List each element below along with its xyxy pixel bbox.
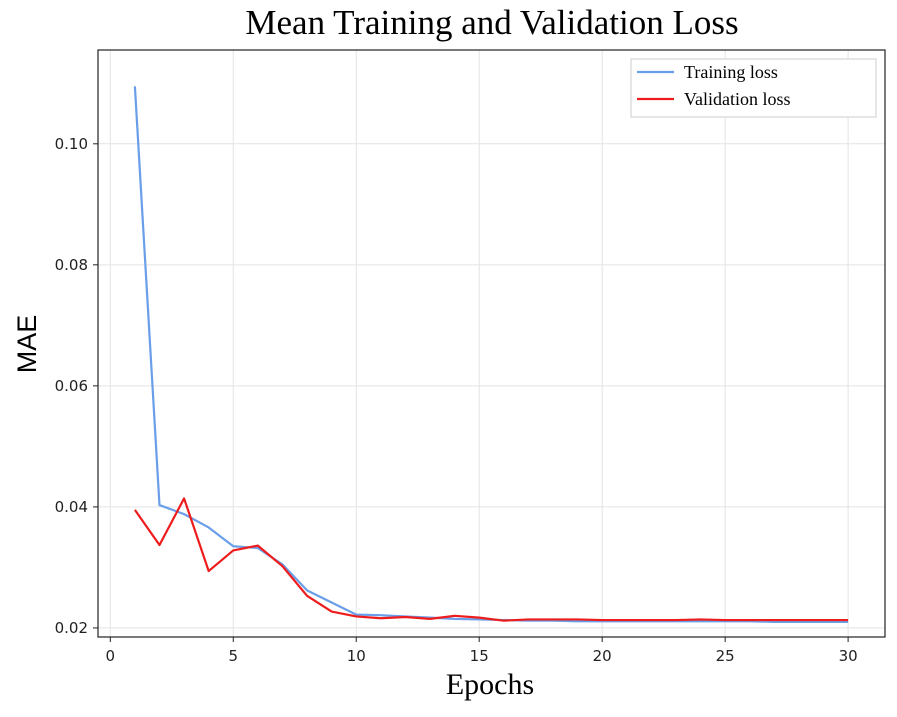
y-tick-label: 0.02 [55, 619, 88, 637]
x-tick-label: 15 [470, 647, 489, 665]
x-tick-label: 25 [716, 647, 735, 665]
x-tick-label: 0 [106, 647, 116, 665]
y-tick-label: 0.04 [55, 498, 88, 516]
plot-frame [97, 49, 886, 638]
legend-box [630, 58, 877, 118]
legend: Training loss Validation loss [630, 58, 877, 118]
legend-label-training: Training loss [684, 62, 778, 82]
y-tick-label: 0.08 [55, 256, 88, 274]
y-tick-label: 0.10 [55, 135, 88, 153]
y-axis-label: MAE [12, 315, 42, 374]
x-axis-label: Epochs [446, 668, 534, 701]
series-lines [133, 86, 849, 623]
x-tick-label: 20 [593, 647, 612, 665]
y-tick-label: 0.06 [55, 377, 88, 395]
x-tick-label: 30 [839, 647, 858, 665]
training-loss-line [133, 86, 849, 623]
x-axis-ticks: 0 5 10 15 20 25 30 [106, 637, 858, 665]
x-tick-label: 10 [347, 647, 366, 665]
chart-title: Mean Training and Validation Loss [245, 3, 738, 42]
legend-label-validation: Validation loss [684, 89, 791, 109]
x-tick-label: 5 [228, 647, 238, 665]
y-axis-ticks: 0.02 0.04 0.06 0.08 0.10 [55, 135, 98, 637]
grid-lines [98, 50, 885, 637]
validation-loss-line [133, 497, 849, 622]
